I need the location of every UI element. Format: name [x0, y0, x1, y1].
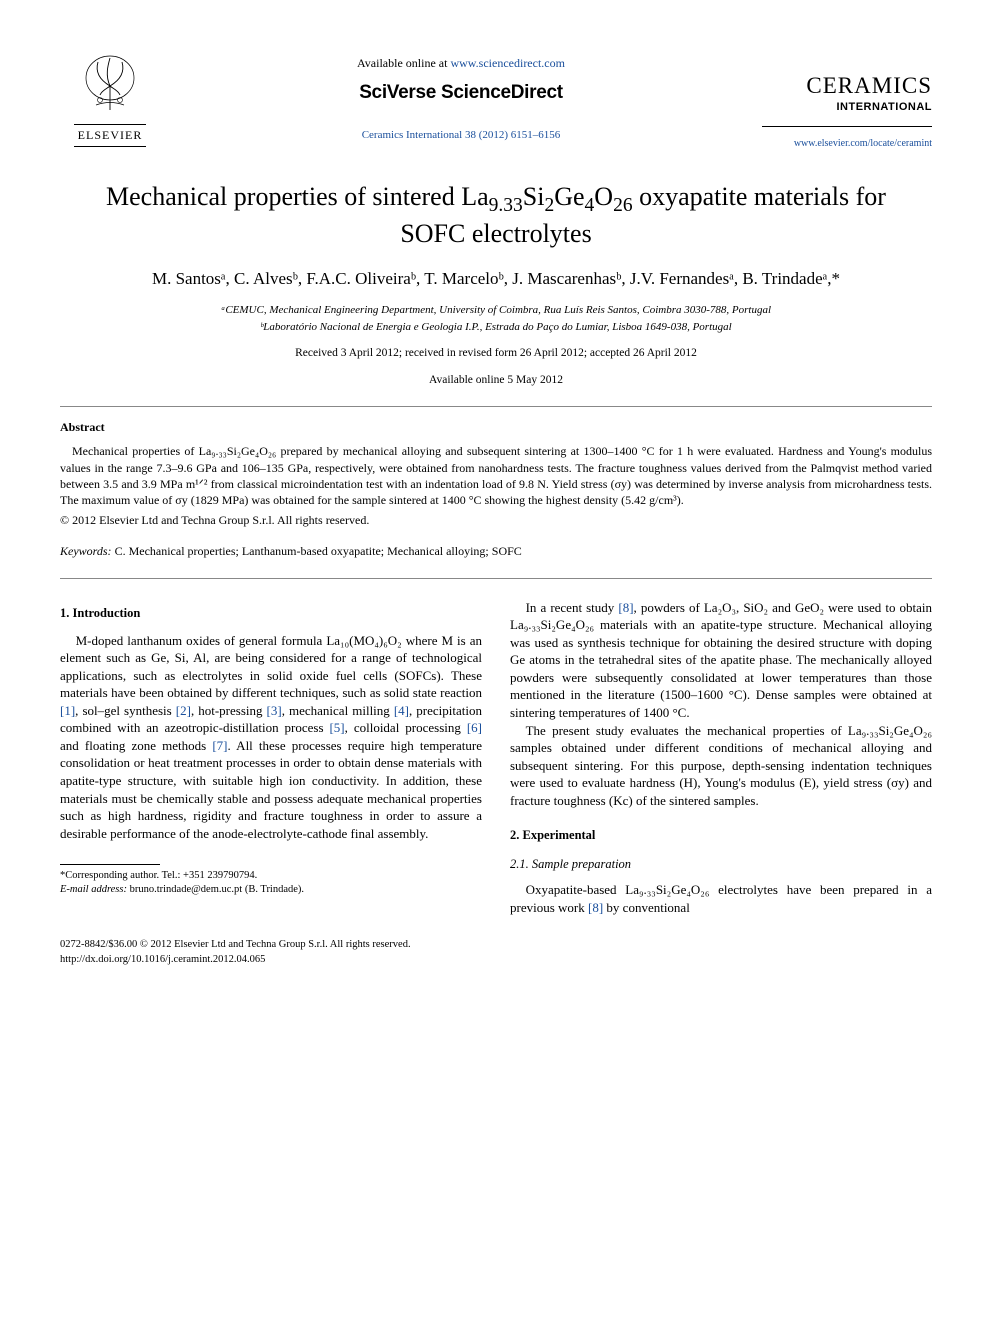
article-title: Mechanical properties of sintered La9.33…: [100, 181, 892, 251]
available-prefix: Available online at: [357, 56, 450, 70]
sciverse-brand: SciVerse ScienceDirect: [160, 80, 762, 107]
body-text: Oxyapatite-based La₉.₃₃Si₂Ge₄O₂₆ electro…: [510, 882, 932, 915]
author-list: M. Santosᵃ, C. Alvesᵇ, F.A.C. Oliveiraᵇ,…: [60, 267, 932, 291]
abstract-text: Mechanical properties of La₉.₃₃Si₂Ge₄O₂₆…: [60, 443, 932, 508]
abstract-heading: Abstract: [60, 419, 932, 436]
title-text: Mechanical properties of sintered La: [106, 182, 489, 211]
ceramics-subtitle: INTERNATIONAL: [762, 100, 932, 126]
title-text: Ge: [554, 182, 584, 211]
affiliation-b: ᵇLaboratório Nacional de Energia e Geolo…: [60, 320, 932, 335]
section-2-heading: 2. Experimental: [510, 827, 932, 844]
body-text: , colloidal processing: [345, 720, 467, 735]
body-text: In a recent study: [526, 600, 619, 615]
citation-link-2[interactable]: [2]: [176, 703, 191, 718]
elsevier-label: ELSEVIER: [74, 124, 147, 147]
corresponding-author-footnote: *Corresponding author. Tel.: +351 239790…: [60, 869, 482, 883]
email-footnote: E-mail address: bruno.trindade@dem.uc.pt…: [60, 883, 482, 897]
citation-link-7[interactable]: [7]: [212, 738, 227, 753]
separator-rule: [60, 578, 932, 579]
section-1-heading: 1. Introduction: [60, 605, 482, 622]
journal-homepage-link[interactable]: www.elsevier.com/locate/ceramint: [794, 138, 932, 149]
copyright-line: © 2012 Elsevier Ltd and Techna Group S.r…: [60, 512, 932, 529]
journal-reference[interactable]: Ceramics International 38 (2012) 6151–61…: [160, 128, 762, 143]
elsevier-tree-icon: [80, 50, 140, 120]
title-sub: 26: [613, 195, 633, 216]
intro-paragraph-1: M-doped lanthanum oxides of general form…: [60, 632, 482, 843]
body-columns: 1. Introduction M-doped lanthanum oxides…: [60, 599, 932, 916]
citation-link-8[interactable]: [8]: [618, 600, 633, 615]
keywords-label: Keywords:: [60, 544, 112, 558]
citation-link-3[interactable]: [3]: [267, 703, 282, 718]
citation-link-4[interactable]: [4]: [394, 703, 409, 718]
experimental-paragraph-1: Oxyapatite-based La₉.₃₃Si₂Ge₄O₂₆ electro…: [510, 881, 932, 916]
body-text: and floating zone methods: [60, 738, 212, 753]
body-text: , powders of La₂O₃, SiO₂ and GeO₂ were u…: [510, 600, 932, 720]
footnote-separator: [60, 864, 160, 865]
email-label: E-mail address:: [60, 884, 127, 895]
abstract-body: Mechanical properties of La₉.₃₃Si₂Ge₄O₂₆…: [60, 443, 932, 508]
online-date: Available online 5 May 2012: [60, 372, 932, 388]
body-text: , sol–gel synthesis: [75, 703, 176, 718]
footer-doi[interactable]: http://dx.doi.org/10.1016/j.ceramint.201…: [60, 953, 932, 968]
intro-paragraph-3: The present study evaluates the mechanic…: [510, 722, 932, 810]
title-sub: 9.33: [489, 195, 523, 216]
separator-rule: [60, 406, 932, 407]
citation-link-8b[interactable]: [8]: [588, 900, 603, 915]
footer-copyright: 0272-8842/$36.00 © 2012 Elsevier Ltd and…: [60, 938, 932, 953]
body-text: , hot-pressing: [191, 703, 267, 718]
journal-brand: CERAMICS INTERNATIONAL www.elsevier.com/…: [762, 50, 932, 151]
citation-link-5[interactable]: [5]: [329, 720, 344, 735]
received-dates: Received 3 April 2012; received in revis…: [60, 345, 932, 361]
title-text: Si: [523, 182, 545, 211]
intro-paragraph-2: In a recent study [8], powders of La₂O₃,…: [510, 599, 932, 722]
ceramics-title: CERAMICS: [762, 70, 932, 102]
center-header: Available online at www.sciencedirect.co…: [160, 50, 762, 148]
email-value: bruno.trindade@dem.uc.pt (B. Trindade).: [127, 884, 304, 895]
affiliation-a: ᵃCEMUC, Mechanical Engineering Departmen…: [60, 303, 932, 318]
available-online-line: Available online at www.sciencedirect.co…: [160, 55, 762, 72]
title-text: O: [594, 182, 613, 211]
page-header: ELSEVIER Available online at www.science…: [60, 50, 932, 151]
keywords-text: C. Mechanical properties; Lanthanum-base…: [112, 544, 522, 558]
citation-link-6[interactable]: [6]: [467, 720, 482, 735]
keywords-line: Keywords: C. Mechanical properties; Lant…: [60, 543, 932, 560]
title-sub: 4: [585, 195, 595, 216]
body-text: . All these processes require high tempe…: [60, 738, 482, 841]
title-sub: 2: [544, 195, 554, 216]
body-text: M-doped lanthanum oxides of general form…: [60, 633, 482, 701]
elsevier-logo-block: ELSEVIER: [60, 50, 160, 147]
subsection-2-1-heading: 2.1. Sample preparation: [510, 856, 932, 873]
sciencedirect-link[interactable]: www.sciencedirect.com: [450, 56, 565, 70]
body-text: , mechanical milling: [282, 703, 394, 718]
body-text: by conventional: [603, 900, 690, 915]
citation-link-1[interactable]: [1]: [60, 703, 75, 718]
